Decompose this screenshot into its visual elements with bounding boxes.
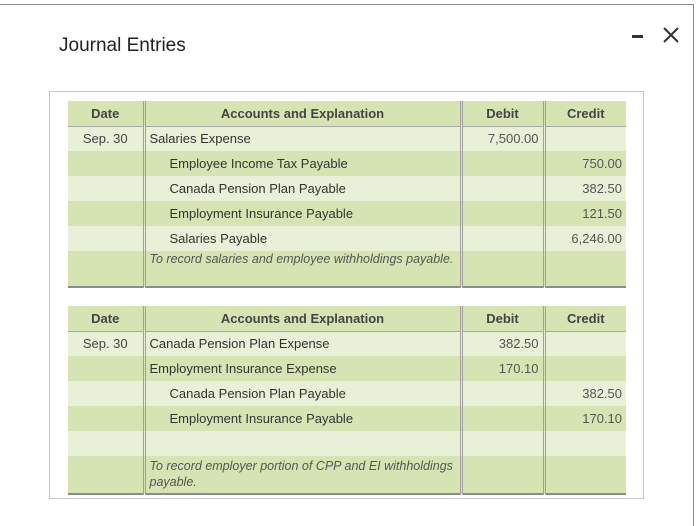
table-row xyxy=(68,431,626,456)
date-header: Date xyxy=(68,101,144,127)
table-header-row: Date Accounts and Explanation Debit Cred… xyxy=(68,101,626,127)
minimize-icon xyxy=(632,35,643,38)
debit-cell[interactable] xyxy=(459,251,544,288)
credit-cell[interactable]: 382.50 xyxy=(542,176,626,201)
debit-cell[interactable] xyxy=(459,406,544,431)
credit-cell[interactable] xyxy=(542,126,626,151)
credit-header: Credit xyxy=(542,306,626,332)
table-row: Sep. 30 Canada Pension Plan Expense 382.… xyxy=(68,331,626,356)
date-cell xyxy=(68,431,144,456)
debit-cell[interactable] xyxy=(459,381,544,406)
debit-cell[interactable] xyxy=(459,201,544,226)
debit-cell[interactable]: 7,500.00 xyxy=(459,126,544,151)
credit-cell[interactable] xyxy=(542,431,626,456)
account-cell[interactable]: Canada Pension Plan Expense xyxy=(142,331,461,356)
table-row: To record employer portion of CPP and EI… xyxy=(68,456,626,495)
debit-cell[interactable]: 382.50 xyxy=(459,331,544,356)
account-cell[interactable]: Employee Income Tax Payable xyxy=(142,151,461,176)
debit-cell[interactable]: 170.10 xyxy=(459,356,544,381)
date-cell xyxy=(68,251,144,288)
entry-date: Sep. 30 xyxy=(68,126,144,151)
date-cell xyxy=(68,381,144,406)
dialog-title: Journal Entries xyxy=(59,35,186,56)
journal-table-employer: Date Accounts and Explanation Debit Cred… xyxy=(68,306,626,495)
journal-table-salaries: Date Accounts and Explanation Debit Cred… xyxy=(68,101,626,288)
debit-cell[interactable] xyxy=(459,226,544,251)
credit-cell[interactable] xyxy=(542,331,626,356)
date-cell xyxy=(68,456,144,495)
debit-cell[interactable] xyxy=(459,431,544,456)
table-header-row: Date Accounts and Explanation Debit Cred… xyxy=(68,306,626,332)
entries-panel: Date Accounts and Explanation Debit Cred… xyxy=(49,91,644,499)
table-row: Employee Income Tax Payable 750.00 xyxy=(68,151,626,176)
debit-cell[interactable] xyxy=(459,456,544,495)
date-cell xyxy=(68,176,144,201)
account-cell[interactable]: Canada Pension Plan Payable xyxy=(142,381,461,406)
account-cell[interactable] xyxy=(142,431,461,456)
date-cell xyxy=(68,356,144,381)
credit-cell[interactable] xyxy=(542,356,626,381)
debit-header: Debit xyxy=(459,101,544,127)
credit-cell[interactable]: 121.50 xyxy=(542,201,626,226)
table-row: Canada Pension Plan Payable 382.50 xyxy=(68,381,626,406)
table-row: Employment Insurance Payable 121.50 xyxy=(68,201,626,226)
credit-cell[interactable] xyxy=(542,251,626,288)
date-header: Date xyxy=(68,306,144,332)
journal-entries-dialog: Journal Entries Date Accounts and Explan… xyxy=(0,4,694,526)
close-icon xyxy=(663,27,679,43)
debit-cell[interactable] xyxy=(459,151,544,176)
account-cell[interactable]: Employment Insurance Expense xyxy=(142,356,461,381)
table-row: Employment Insurance Payable 170.10 xyxy=(68,406,626,431)
account-cell[interactable]: Salaries Expense xyxy=(142,126,461,151)
explanation-cell[interactable]: To record employer portion of CPP and EI… xyxy=(142,456,461,495)
entry-date: Sep. 30 xyxy=(68,331,144,356)
table-row: To record salaries and employee withhold… xyxy=(68,251,626,288)
date-cell xyxy=(68,151,144,176)
debit-header: Debit xyxy=(459,306,544,332)
account-cell[interactable]: Salaries Payable xyxy=(142,226,461,251)
explanation-cell[interactable]: To record salaries and employee withhold… xyxy=(142,251,461,288)
account-header: Accounts and Explanation xyxy=(142,101,461,127)
minimize-button[interactable] xyxy=(628,27,646,45)
account-cell[interactable]: Employment Insurance Payable xyxy=(142,406,461,431)
date-cell xyxy=(68,201,144,226)
account-cell[interactable]: Canada Pension Plan Payable xyxy=(142,176,461,201)
date-cell xyxy=(68,226,144,251)
credit-cell[interactable]: 750.00 xyxy=(542,151,626,176)
table-row: Canada Pension Plan Payable 382.50 xyxy=(68,176,626,201)
credit-cell[interactable]: 6,246.00 xyxy=(542,226,626,251)
account-cell[interactable]: Employment Insurance Payable xyxy=(142,201,461,226)
credit-cell[interactable]: 170.10 xyxy=(542,406,626,431)
account-header: Accounts and Explanation xyxy=(142,306,461,332)
credit-header: Credit xyxy=(542,101,626,127)
debit-cell[interactable] xyxy=(459,176,544,201)
date-cell xyxy=(68,406,144,431)
credit-cell[interactable] xyxy=(542,456,626,495)
table-row: Salaries Payable 6,246.00 xyxy=(68,226,626,251)
close-button[interactable] xyxy=(660,23,682,47)
table-row: Sep. 30 Salaries Expense 7,500.00 xyxy=(68,126,626,151)
credit-cell[interactable]: 382.50 xyxy=(542,381,626,406)
table-row: Employment Insurance Expense 170.10 xyxy=(68,356,626,381)
